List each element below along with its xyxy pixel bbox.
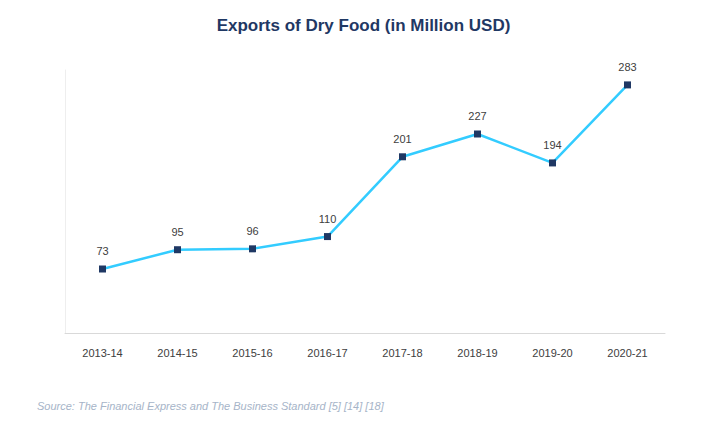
svg-text:Exports of Dry Food (in Millio: Exports of Dry Food (in Million USD) <box>217 16 511 35</box>
svg-text:2016-17: 2016-17 <box>307 347 347 359</box>
svg-text:227: 227 <box>468 110 486 122</box>
svg-text:2013-14: 2013-14 <box>82 347 122 359</box>
svg-text:2019-20: 2019-20 <box>532 347 572 359</box>
svg-text:73: 73 <box>96 245 108 257</box>
svg-text:2018-19: 2018-19 <box>457 347 497 359</box>
svg-text:283: 283 <box>618 61 636 73</box>
svg-text:110: 110 <box>319 213 337 225</box>
svg-text:201: 201 <box>393 133 411 145</box>
svg-text:2014-15: 2014-15 <box>157 347 197 359</box>
svg-text:95: 95 <box>171 226 183 238</box>
svg-text:194: 194 <box>543 139 561 151</box>
svg-text:2015-16: 2015-16 <box>232 347 272 359</box>
svg-text:2020-21: 2020-21 <box>607 347 647 359</box>
svg-text:2017-18: 2017-18 <box>382 347 422 359</box>
svg-text:Source: The Financial Express: Source: The Financial Express and The Bu… <box>37 400 385 412</box>
svg-text:96: 96 <box>246 225 258 237</box>
